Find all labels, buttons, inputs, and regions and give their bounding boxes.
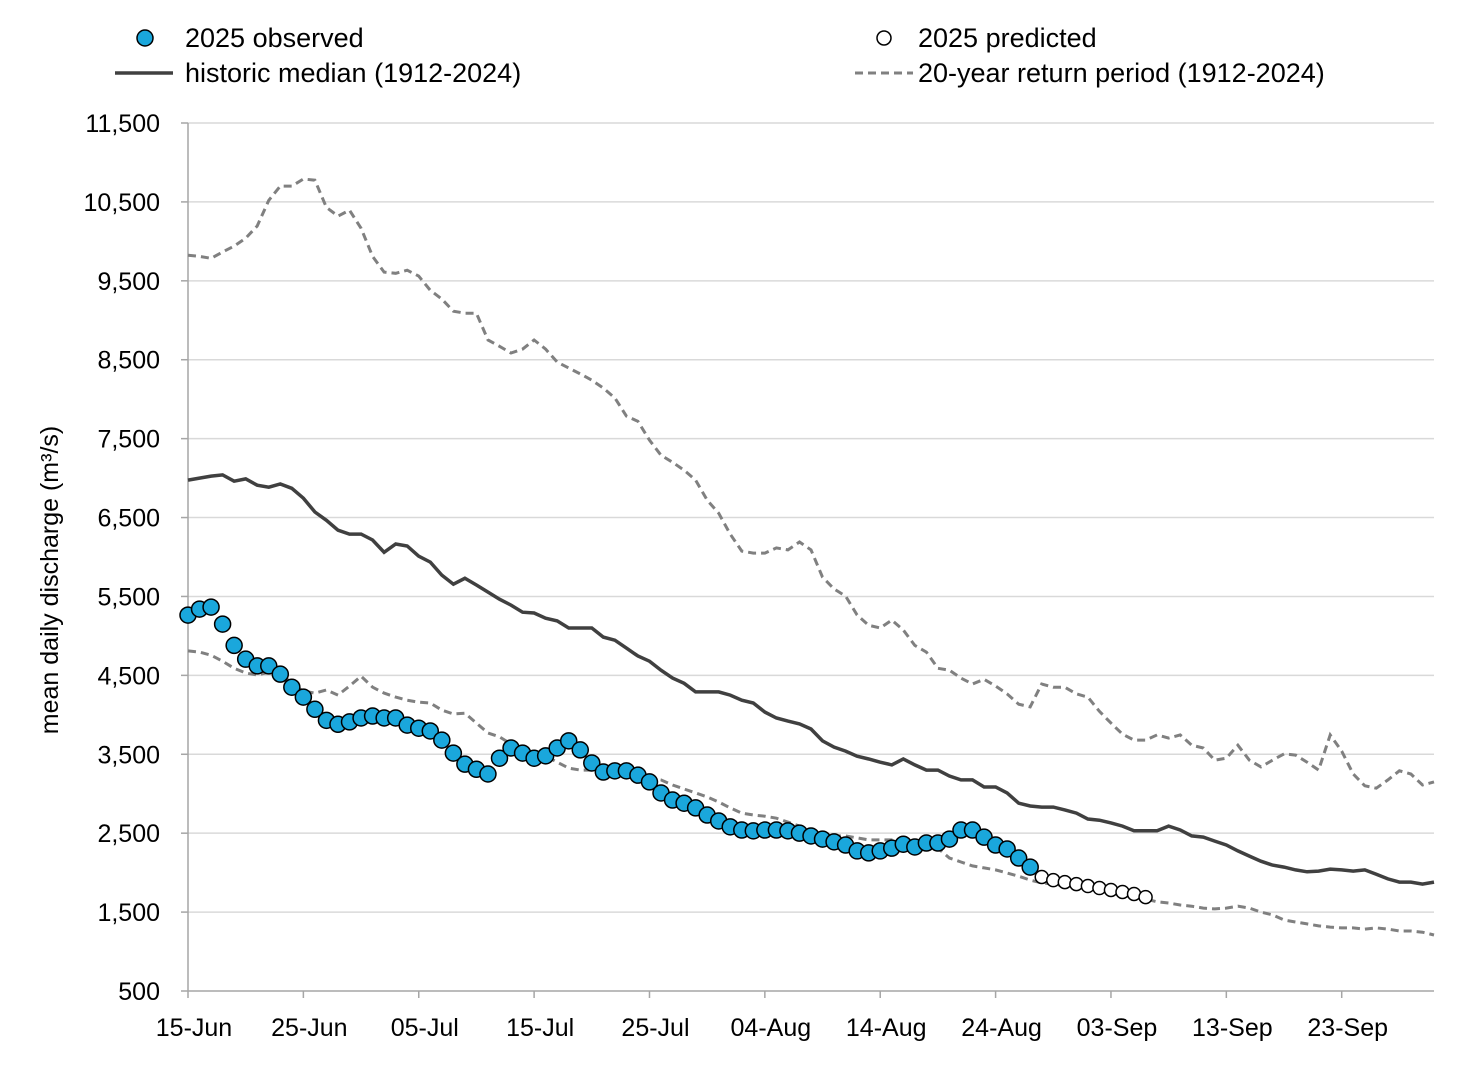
x-tick-label: 15-Jul [506,1014,574,1042]
observed-point [583,754,601,772]
legend-predicted-label: 2025 predicted [918,23,1097,53]
y-tick-label: 8,500 [97,347,160,375]
x-tick-label: 05-Jul [391,1014,459,1042]
observed-point [640,773,659,791]
y-tick-label: 1,500 [97,899,160,927]
y-tick-label: 4,500 [97,662,160,690]
x-tick-labels: 15-Jun 25-Jun 05-Jul 15-Jul 25-Jul 04-Aug 14-A… [156,1014,1388,1042]
observed-point [1009,849,1028,867]
predicted-point [1069,876,1084,892]
x-tick-label: 25-Jul [621,1014,689,1042]
predicted-point [1080,878,1096,894]
legend-return-label: 20-year return period (1912-2024) [918,58,1325,88]
y-axis-label: mean daily discharge (m³/s) [36,426,64,734]
x-tick-label: 14-Aug [846,1014,927,1042]
y-tick-label: 10,500 [84,189,160,217]
axes [181,122,1434,998]
return-period-line [187,177,1435,790]
observed-point [294,688,313,706]
observed-point [571,741,590,759]
y-tick-label: 3,500 [97,741,160,769]
predicted-point [1103,882,1119,898]
observed-point [271,665,290,683]
x-tick-label: 15-Jun [156,1014,232,1042]
observed-point [306,700,324,719]
observed-point [998,840,1016,858]
series-points [179,598,1153,905]
x-tick-label: 04-Aug [731,1014,812,1042]
legend: 2025 observed 2025 predicted historic me… [115,23,1325,88]
x-tick-label: 13-Sep [1192,1014,1273,1042]
observed-point [940,830,959,848]
y-tick-labels: 500 1,500 2,500 3,500 4,500 5,500 6,500 7,500 8,… [84,110,160,1006]
y-tick-label: 11,500 [85,110,160,138]
predicted-point [1092,880,1107,896]
observed-point [202,598,220,616]
observed-point [213,615,232,633]
y-tick-label: 2,500 [97,820,160,848]
observed-point [433,731,451,749]
y-tick-label: 500 [118,978,160,1006]
y-tick-label: 5,500 [97,583,160,611]
legend-median-label: historic median (1912-2024) [185,58,521,88]
median-line [187,473,1435,886]
legend-observed-marker [136,29,154,47]
series-lines [187,177,1435,937]
observed-point [444,744,463,762]
observed-point [283,678,301,696]
observed-point [225,636,243,655]
gridlines [188,122,1434,913]
legend-predicted-marker [876,30,892,46]
x-tick-label: 24-Aug [961,1014,1042,1042]
y-tick-label: 7,500 [97,426,160,454]
return-period-line [187,649,1435,937]
observed-point [421,722,440,740]
observed-point [490,749,509,767]
predicted-point [1138,889,1153,905]
observed-point [1021,858,1039,876]
observed-point [479,765,497,783]
x-tick-label: 23-Sep [1307,1014,1388,1042]
predicted-point [1057,874,1073,890]
predicted-point [1046,872,1061,888]
x-tick-label: 03-Sep [1077,1014,1158,1042]
legend-observed-label: 2025 observed [185,23,364,53]
y-tick-label: 9,500 [97,268,160,296]
x-tick-label: 25-Jun [271,1014,347,1042]
predicted-point [1115,884,1130,900]
y-tick-label: 6,500 [97,505,160,533]
observed-point [559,732,578,750]
